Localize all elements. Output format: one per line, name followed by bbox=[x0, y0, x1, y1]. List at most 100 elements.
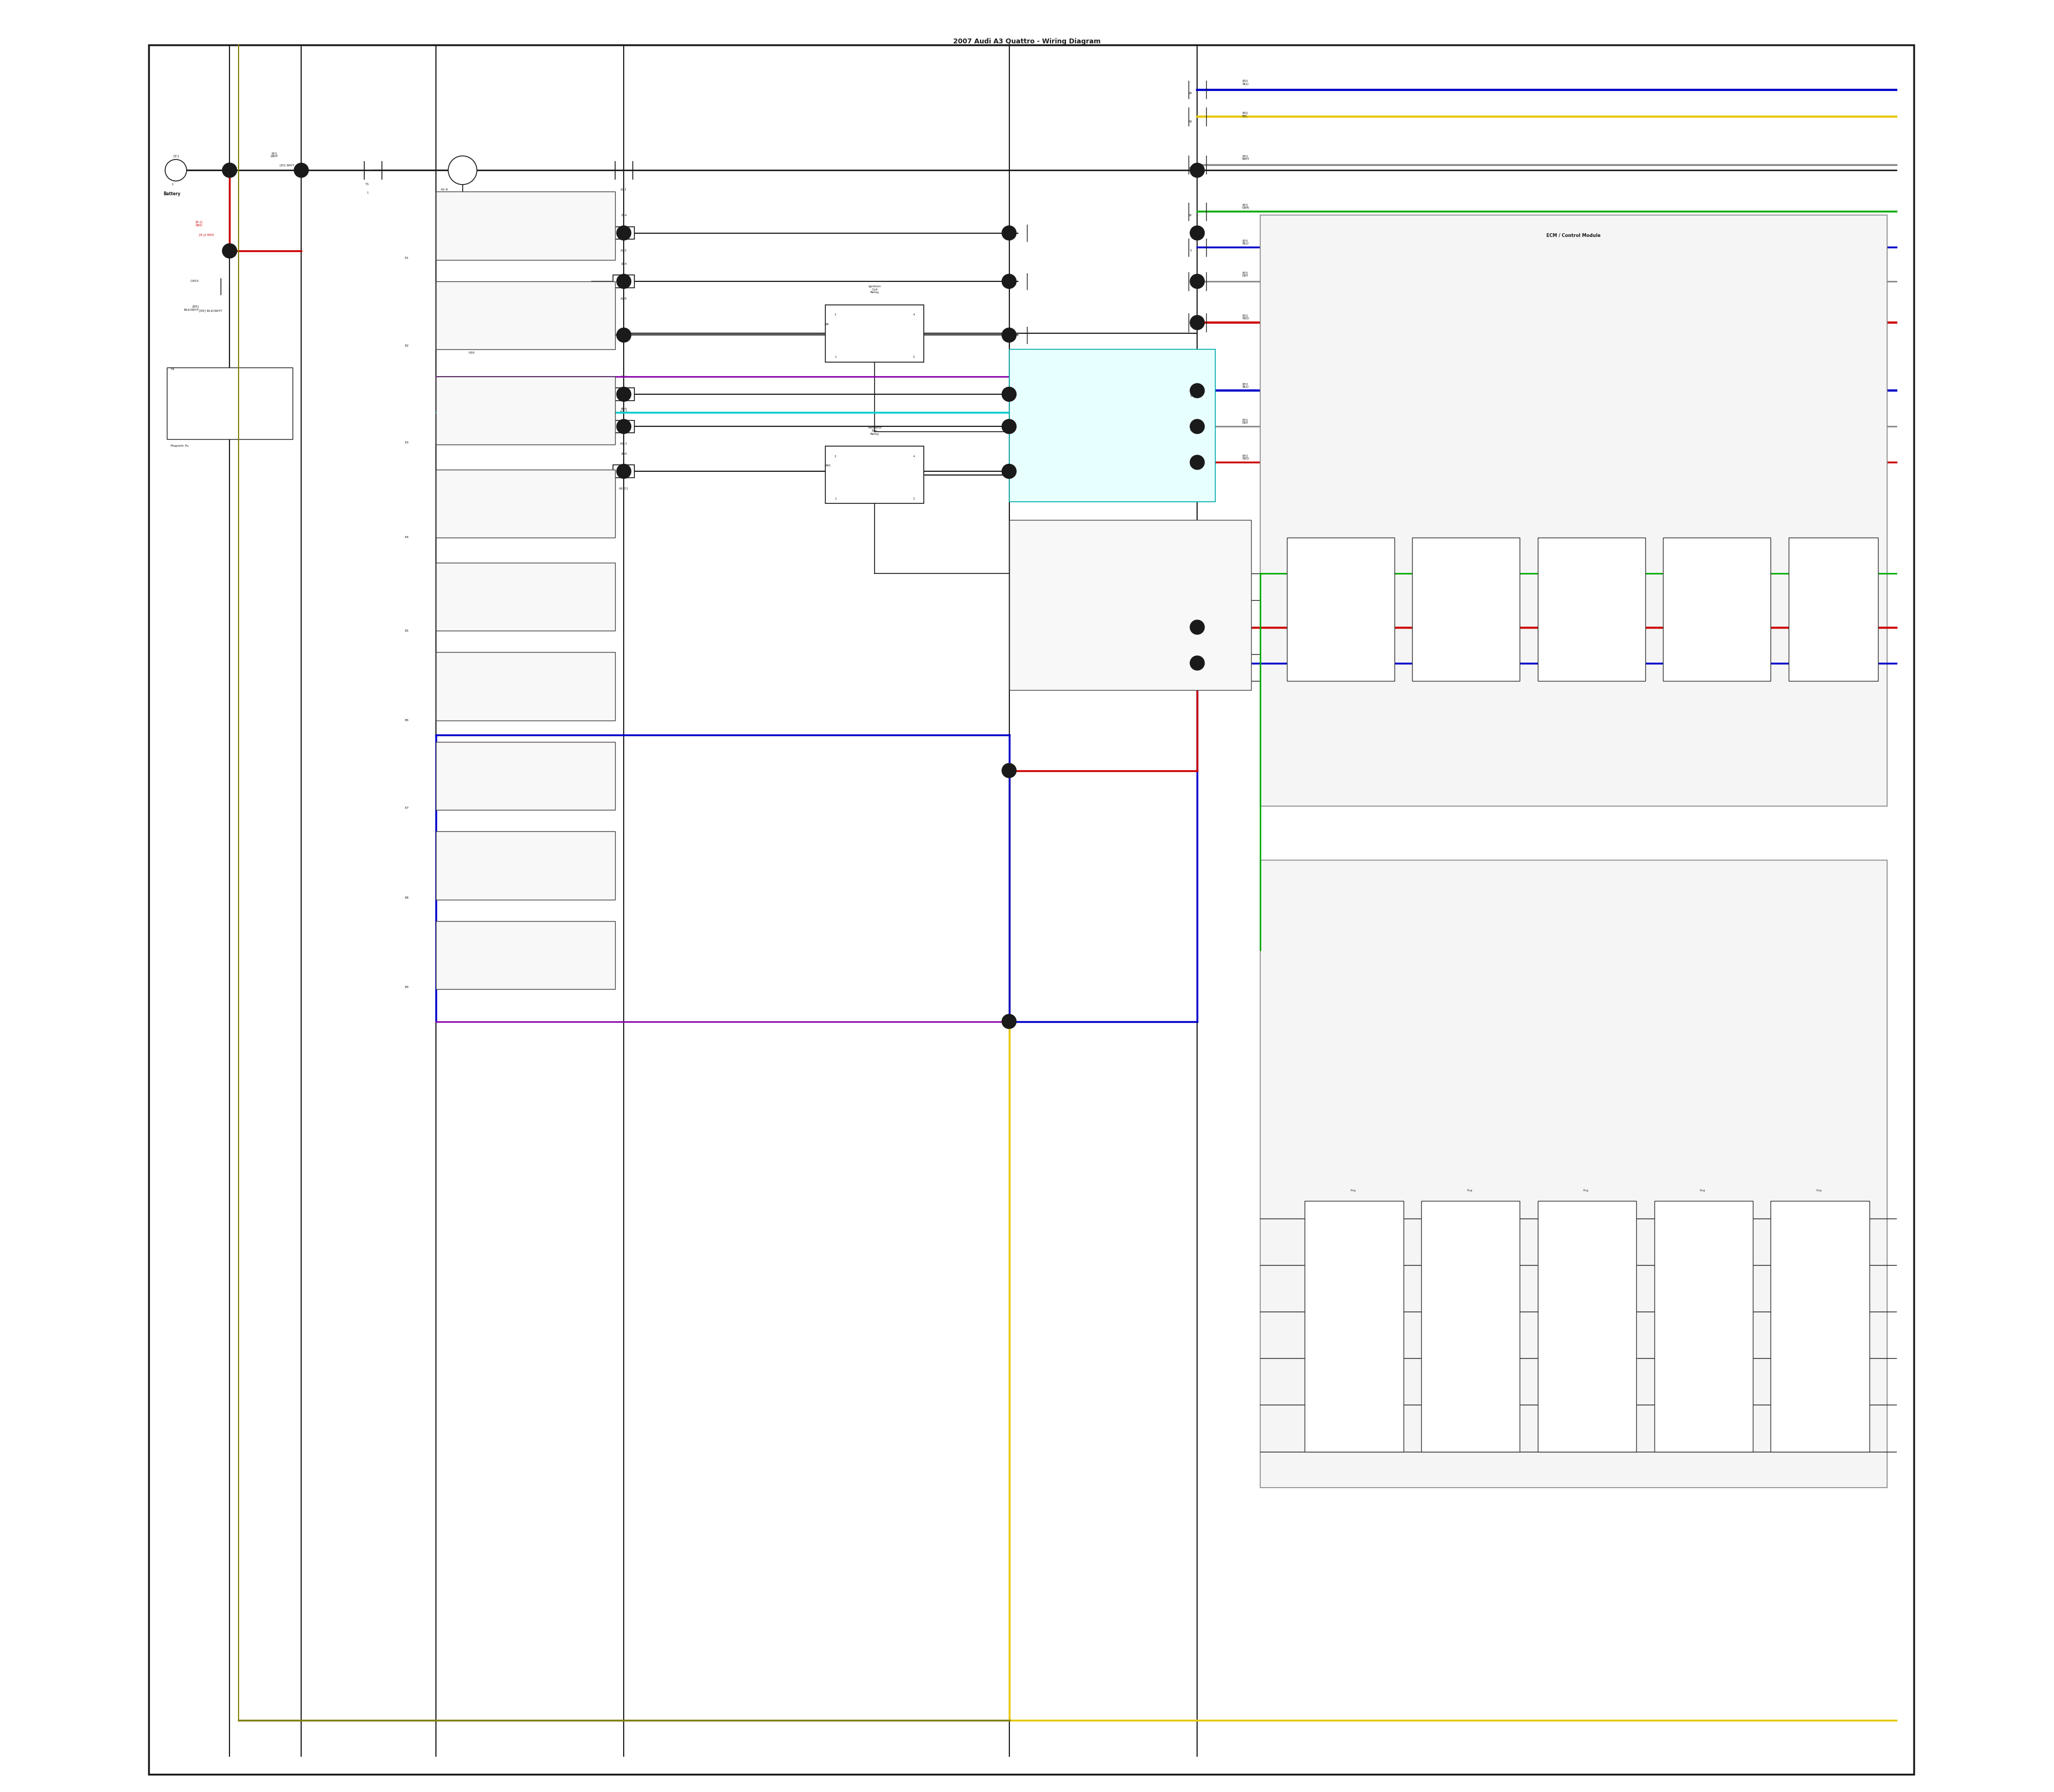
Bar bbox=[612, 419, 635, 432]
Bar bbox=[826, 305, 924, 362]
Bar bbox=[1771, 1201, 1869, 1452]
Text: [EI]
WHT: [EI] WHT bbox=[1243, 154, 1251, 161]
Circle shape bbox=[616, 226, 631, 240]
Circle shape bbox=[1189, 226, 1204, 240]
Bar bbox=[435, 563, 614, 631]
Bar bbox=[1413, 538, 1520, 681]
Bar bbox=[435, 470, 614, 538]
Circle shape bbox=[1002, 464, 1017, 478]
Text: E7: E7 bbox=[405, 806, 409, 810]
Bar bbox=[612, 389, 635, 400]
Bar bbox=[1664, 538, 1771, 681]
Text: [EJ]
YEL: [EJ] YEL bbox=[1243, 111, 1249, 118]
Text: E4: E4 bbox=[405, 536, 409, 539]
Bar bbox=[435, 921, 614, 989]
Bar bbox=[435, 281, 614, 349]
Bar bbox=[1789, 538, 1877, 681]
Text: E9: E9 bbox=[405, 986, 409, 989]
Text: 10A: 10A bbox=[620, 263, 626, 265]
Circle shape bbox=[616, 274, 631, 289]
Text: [EI]
GRY: [EI] GRY bbox=[1243, 271, 1249, 278]
Circle shape bbox=[1002, 763, 1017, 778]
Circle shape bbox=[448, 156, 477, 185]
Text: M40: M40 bbox=[824, 464, 830, 468]
Text: [EE]
BLK/WHT: [EE] BLK/WHT bbox=[183, 305, 199, 312]
Circle shape bbox=[1002, 226, 1017, 240]
Text: [EI]
WHT: [EI] WHT bbox=[271, 152, 279, 158]
Bar bbox=[1538, 538, 1645, 681]
Bar bbox=[612, 464, 635, 477]
Text: [EI]
RED: [EI] RED bbox=[1243, 453, 1249, 461]
Text: 60A: 60A bbox=[620, 376, 626, 378]
Text: 20A: 20A bbox=[620, 453, 626, 455]
Circle shape bbox=[616, 387, 631, 401]
Text: 60: 60 bbox=[1187, 167, 1191, 170]
Text: 15A: 15A bbox=[468, 317, 474, 319]
Circle shape bbox=[1189, 455, 1204, 470]
Bar bbox=[1304, 1201, 1403, 1452]
Text: A29: A29 bbox=[620, 297, 626, 299]
Text: A2-11: A2-11 bbox=[618, 487, 629, 489]
Text: Magnetic Pu.: Magnetic Pu. bbox=[170, 444, 189, 446]
Bar bbox=[1538, 1201, 1637, 1452]
Text: [EI]
GRN: [EI] GRN bbox=[1243, 202, 1249, 210]
Bar bbox=[460, 330, 483, 340]
Text: Plug: Plug bbox=[1816, 1190, 1822, 1192]
Text: Ignition
Coil
Relay: Ignition Coil Relay bbox=[869, 285, 881, 294]
Bar bbox=[1259, 860, 1888, 1487]
Circle shape bbox=[616, 419, 631, 434]
Circle shape bbox=[1189, 620, 1204, 634]
Text: T1: T1 bbox=[366, 183, 370, 185]
Text: A1-6: A1-6 bbox=[442, 188, 448, 190]
Text: E1: E1 bbox=[405, 256, 409, 260]
Text: Plug: Plug bbox=[1467, 1190, 1473, 1192]
Circle shape bbox=[222, 244, 236, 258]
Bar bbox=[612, 274, 635, 287]
Text: [EI]
BLU: [EI] BLU bbox=[1243, 382, 1249, 389]
Text: Battery: Battery bbox=[164, 192, 181, 197]
Circle shape bbox=[1002, 419, 1017, 434]
Circle shape bbox=[222, 163, 236, 177]
Bar bbox=[435, 831, 614, 900]
Bar bbox=[612, 228, 635, 238]
Circle shape bbox=[1189, 163, 1204, 177]
Text: [EJ]
BLU: [EJ] BLU bbox=[1243, 79, 1249, 86]
Text: Radiator
Fan
Relay: Radiator Fan Relay bbox=[867, 426, 881, 435]
Text: [EI]
GRY: [EI] GRY bbox=[1243, 418, 1249, 425]
Text: A2-3: A2-3 bbox=[620, 410, 629, 412]
Circle shape bbox=[616, 328, 631, 342]
Text: [EI]
BLU: [EI] BLU bbox=[1243, 238, 1249, 246]
Bar bbox=[166, 367, 292, 439]
Bar bbox=[1009, 520, 1251, 690]
Text: [EI]
RED: [EI] RED bbox=[1243, 314, 1249, 321]
Text: [E-J] RED: [E-J] RED bbox=[199, 235, 214, 237]
Text: Plug: Plug bbox=[1584, 1190, 1590, 1192]
Text: A22: A22 bbox=[620, 249, 626, 251]
Bar bbox=[826, 446, 924, 504]
Text: A16: A16 bbox=[468, 351, 474, 353]
Circle shape bbox=[1002, 387, 1017, 401]
Text: E5: E5 bbox=[405, 629, 409, 633]
Bar bbox=[435, 652, 614, 720]
Text: 1: 1 bbox=[170, 183, 173, 185]
Bar bbox=[1653, 1201, 1752, 1452]
Circle shape bbox=[164, 159, 187, 181]
Circle shape bbox=[222, 244, 236, 258]
Text: Plug: Plug bbox=[1349, 1190, 1356, 1192]
Text: E2: E2 bbox=[405, 344, 409, 348]
Circle shape bbox=[294, 163, 308, 177]
Text: 2007 Audi A3 Quattro - Wiring Diagram: 2007 Audi A3 Quattro - Wiring Diagram bbox=[953, 38, 1101, 45]
Text: A2-1: A2-1 bbox=[620, 443, 629, 444]
Text: 60A: 60A bbox=[620, 409, 626, 410]
Circle shape bbox=[1189, 315, 1204, 330]
Circle shape bbox=[616, 464, 631, 478]
Text: T4: T4 bbox=[170, 369, 175, 371]
Text: ECM / Control Module: ECM / Control Module bbox=[1547, 233, 1600, 238]
Bar bbox=[435, 192, 614, 260]
Text: Plug: Plug bbox=[1701, 1190, 1705, 1192]
Circle shape bbox=[222, 163, 236, 177]
Circle shape bbox=[1189, 383, 1204, 398]
Circle shape bbox=[1002, 1014, 1017, 1029]
Circle shape bbox=[1189, 656, 1204, 670]
Text: (+): (+) bbox=[173, 154, 179, 158]
